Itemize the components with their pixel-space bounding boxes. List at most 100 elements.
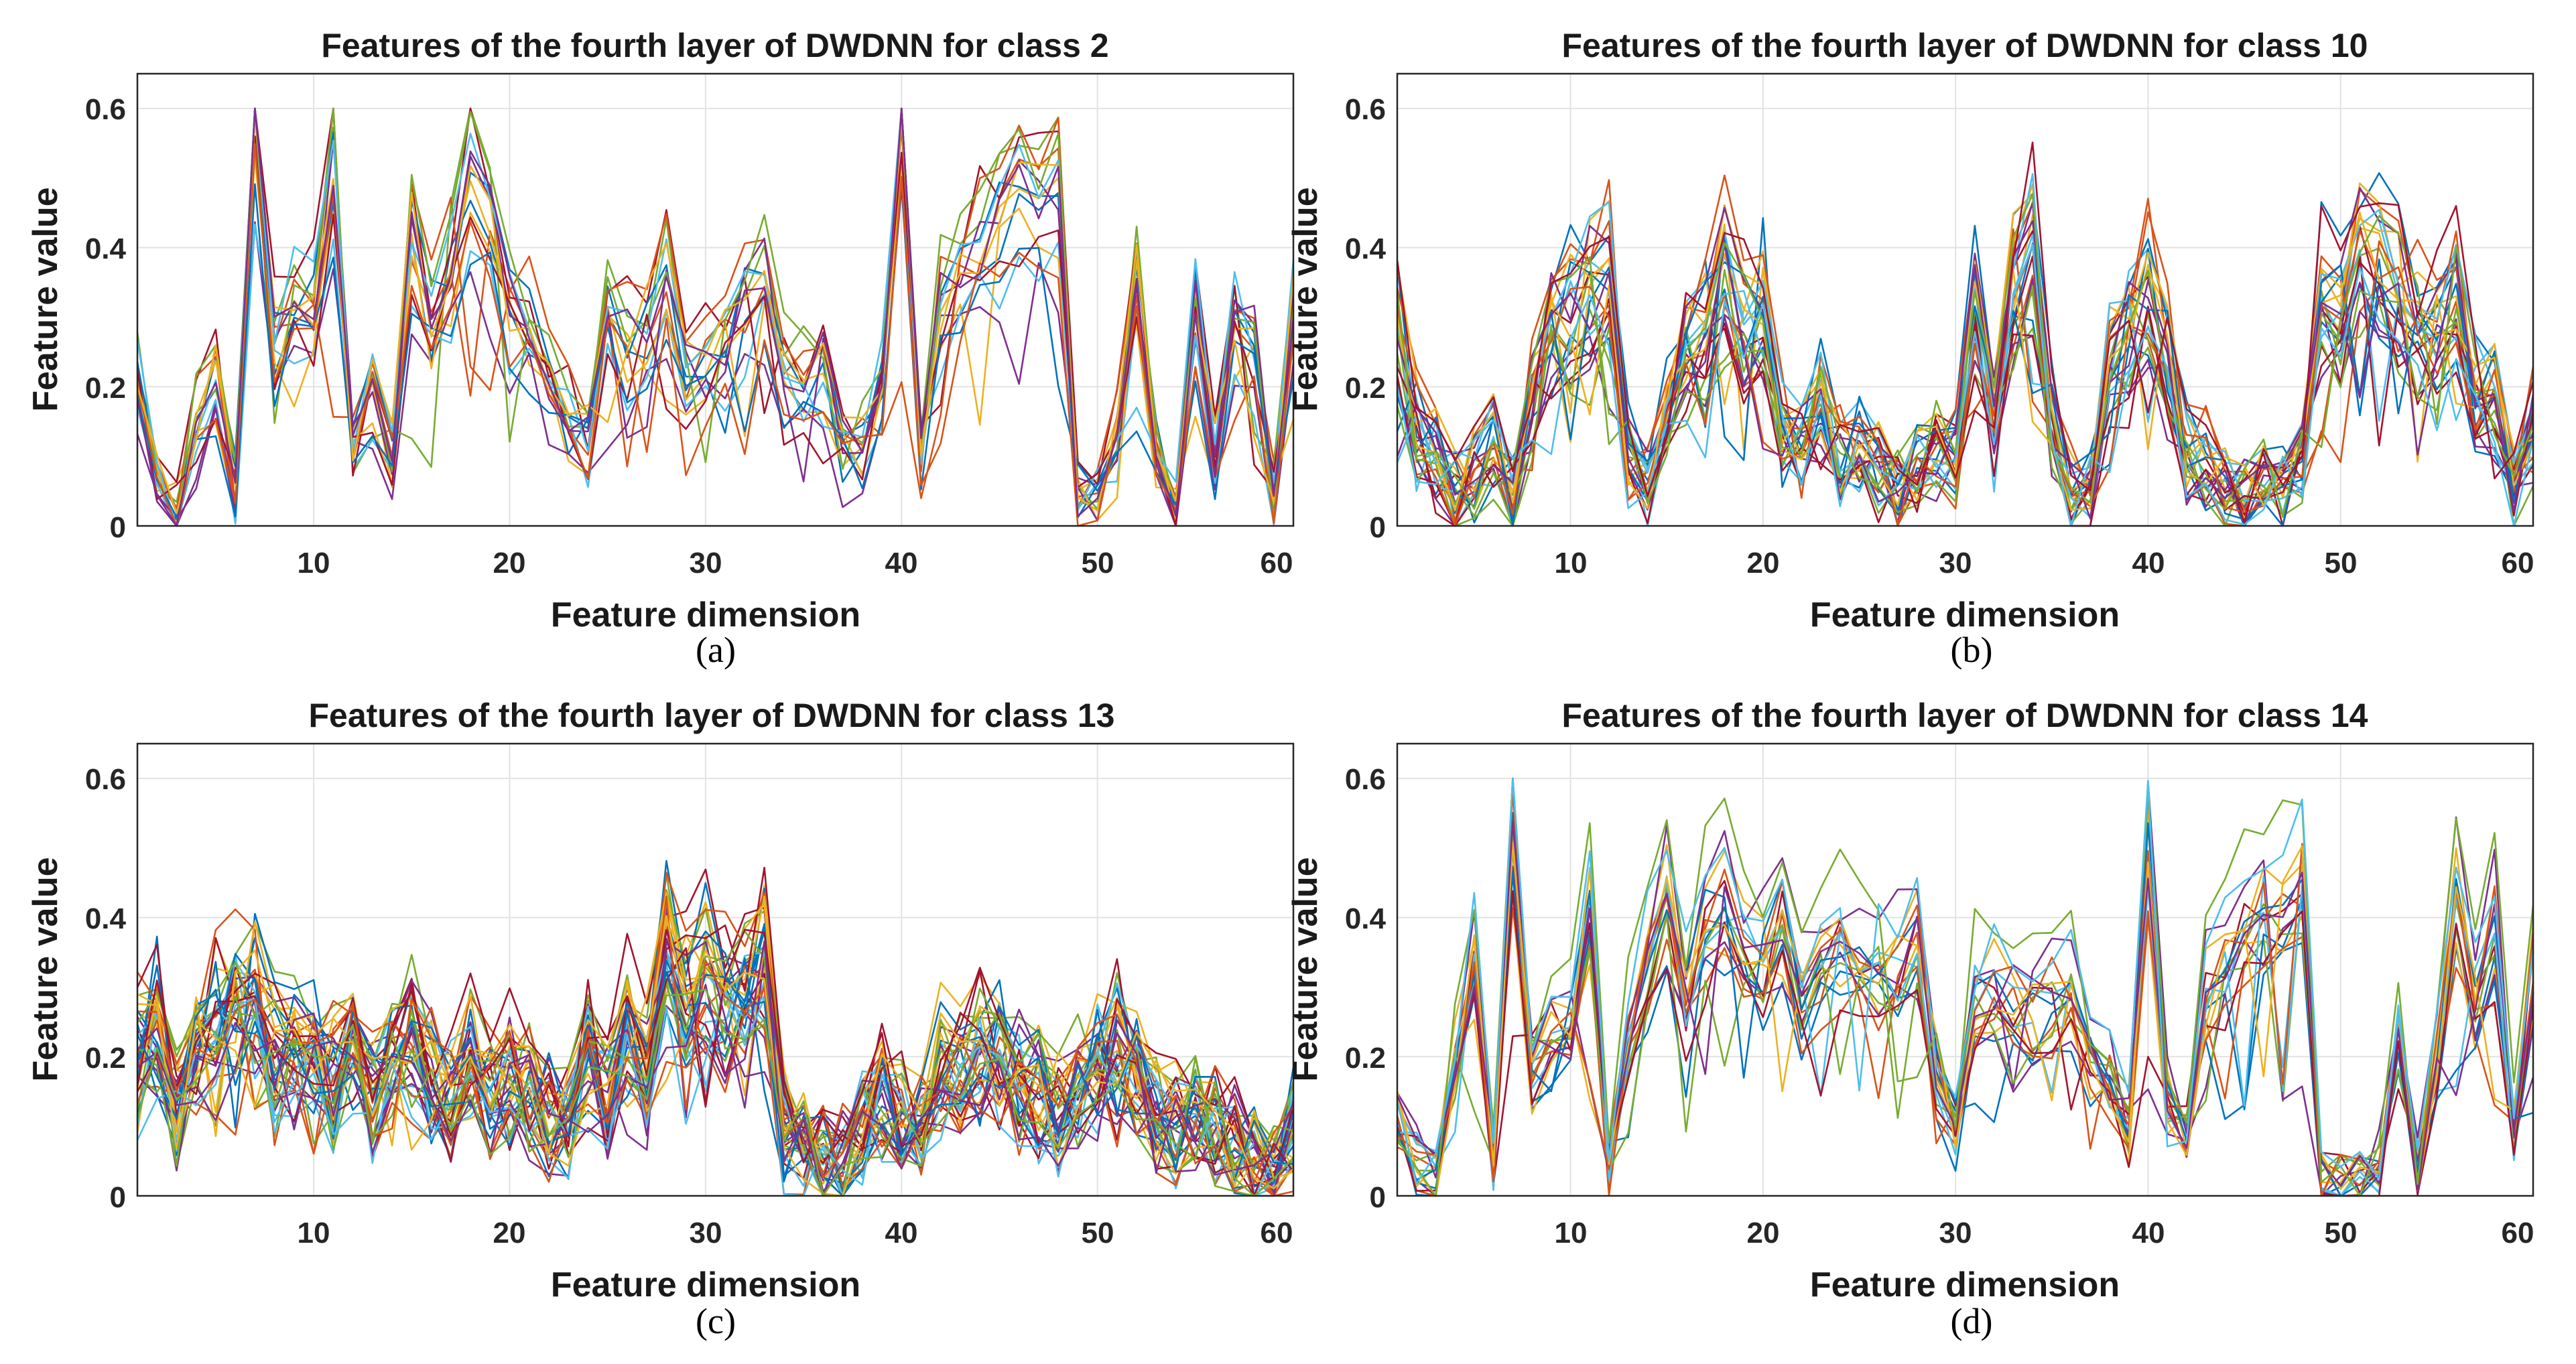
panel-d-xtick-10: 10 <box>1555 1217 1588 1249</box>
panel-a-xtick-60: 60 <box>1261 547 1293 579</box>
panel-a-xtick-40: 40 <box>885 547 918 579</box>
panel-b-xtick-40: 40 <box>2132 547 2165 579</box>
panel-a-ylabel: Feature value <box>26 187 65 411</box>
panel-d-series-line <box>1396 832 2534 1176</box>
panel-d-xtick-60: 60 <box>2502 1217 2534 1249</box>
panel-b: Features of the fourth layer of DWDNN fo… <box>1286 27 2534 670</box>
panel-a-series-line <box>136 182 1295 519</box>
panel-c-ytick-3: 0.6 <box>85 763 126 796</box>
panel-c-ytick-1: 0.2 <box>85 1042 126 1075</box>
panel-d-xtick-20: 20 <box>1747 1217 1780 1249</box>
panel-b-series-line <box>1396 174 2534 511</box>
panel-b-series-line <box>1396 243 2534 527</box>
panel-a-ytick-3: 0.6 <box>85 93 126 126</box>
panel-d-gridlines <box>1397 744 2534 1197</box>
panel-a-series-group <box>136 107 1295 527</box>
panel-b-xtick-30: 30 <box>1939 547 1972 579</box>
panel-d-series-line <box>1396 872 2534 1197</box>
panel-d-series-line <box>1396 777 2534 1197</box>
panel-d-series-line <box>1396 777 2534 1190</box>
panel-d-plot-frame <box>1396 742 2534 1197</box>
panel-a-plot-frame <box>136 72 1295 527</box>
panel-b-xtick-50: 50 <box>2325 547 2358 579</box>
panel-d-series-line <box>1396 812 2534 1197</box>
panel-b-plot-frame <box>1396 72 2534 527</box>
panel-c-series-line <box>136 929 1295 1197</box>
panel-c-series-line <box>136 988 1294 1197</box>
panel-b-xtick-20: 20 <box>1747 547 1780 579</box>
panel-c-xtick-30: 30 <box>690 1217 722 1249</box>
panel-a-series-line <box>136 107 1295 527</box>
panel-c-series-group <box>136 860 1295 1197</box>
panel-b-ylabel: Feature value <box>1286 187 1325 411</box>
panel-b-series-line <box>1396 173 2534 506</box>
panel-c-ytick-0: 0 <box>110 1181 126 1214</box>
panel-a-xlabel: Feature dimension <box>551 596 860 634</box>
panel-c-series-line <box>136 1010 1294 1197</box>
panel-d-series-group <box>1396 777 2534 1197</box>
panel-c-ytick-2: 0.4 <box>85 902 127 935</box>
panel-a-ytick-1: 0.2 <box>85 372 126 405</box>
panel-b-xtick-60: 60 <box>2502 547 2534 579</box>
panel-c-series-line <box>137 934 1295 1197</box>
panel-d-series-line <box>1396 777 2534 1197</box>
panel-c-xtick-60: 60 <box>1261 1217 1293 1249</box>
panel-d-xtick-30: 30 <box>1939 1217 1972 1249</box>
panel-a-title: Features of the fourth layer of DWDNN fo… <box>321 27 1108 64</box>
panel-a-xtick-10: 10 <box>298 547 330 579</box>
panel-d: Features of the fourth layer of DWDNN fo… <box>1286 697 2534 1341</box>
panel-b-ytick-2: 0.4 <box>1345 232 1387 265</box>
panel-d-xtick-50: 50 <box>2325 1217 2358 1249</box>
panel-c-xlabel: Feature dimension <box>551 1266 860 1304</box>
panel-c-xtick-50: 50 <box>1082 1217 1114 1249</box>
panel-b-series-line <box>1396 230 2534 527</box>
panel-c-ylabel: Feature value <box>26 857 65 1081</box>
panel-a-ytick-2: 0.4 <box>85 232 127 265</box>
panel-a-series-line <box>136 107 1295 515</box>
panel-d-ytick-0: 0 <box>1370 1181 1386 1214</box>
panel-d-series-line <box>1396 841 2534 1197</box>
panel-c-series-line <box>137 914 1294 1197</box>
panel-c-xtick-40: 40 <box>885 1217 918 1249</box>
panel-a-xtick-20: 20 <box>493 547 526 579</box>
panel-b-xtick-10: 10 <box>1555 547 1588 579</box>
panel-b-series-line <box>1396 193 2534 519</box>
panel-b-caption: (b) <box>1951 630 1993 670</box>
panel-d-series-line <box>1396 777 2534 1185</box>
panel-c-series-line <box>137 896 1295 1192</box>
panel-d-ytick-1: 0.2 <box>1345 1042 1386 1075</box>
panel-a-series-line <box>136 143 1295 527</box>
panel-b-ytick-3: 0.6 <box>1345 93 1386 126</box>
panel-a-xtick-50: 50 <box>1082 547 1114 579</box>
panel-d-xtick-40: 40 <box>2132 1217 2165 1249</box>
panel-a-ytick-0: 0 <box>110 511 126 544</box>
panel-d-ytick-2: 0.4 <box>1345 902 1387 935</box>
panel-c-series-line <box>137 940 1295 1197</box>
panel-a: Features of the fourth layer of DWDNN fo… <box>26 27 1295 670</box>
panel-c-series-line <box>136 989 1294 1197</box>
panel-b-series-line <box>1396 255 2534 527</box>
panel-b-series-line <box>1396 141 2534 524</box>
panel-c-xtick-20: 20 <box>493 1217 526 1249</box>
panel-b-series-line <box>1396 220 2534 520</box>
panel-b-xlabel: Feature dimension <box>1810 596 2120 634</box>
panel-d-xlabel: Feature dimension <box>1810 1266 2120 1304</box>
panel-b-gridlines <box>1397 74 2534 527</box>
panel-d-caption: (d) <box>1951 1301 1993 1341</box>
panel-b-series-group <box>1396 141 2534 527</box>
panel-a-series-line <box>136 135 1295 527</box>
panel-c-caption: (c) <box>696 1301 736 1341</box>
panel-c-plot-frame <box>136 742 1295 1197</box>
panel-d-title: Features of the fourth layer of DWDNN fo… <box>1561 697 2368 734</box>
panel-b-ytick-1: 0.2 <box>1345 372 1386 405</box>
panel-b-ytick-0: 0 <box>1370 511 1386 544</box>
panel-c-title: Features of the fourth layer of DWDNN fo… <box>308 697 1114 734</box>
panel-c-series-line <box>136 930 1294 1197</box>
panel-d-ylabel: Feature value <box>1286 857 1325 1081</box>
panel-b-title: Features of the fourth layer of DWDNN fo… <box>1561 27 2368 64</box>
panel-d-ytick-3: 0.6 <box>1345 763 1386 796</box>
panel-c-xtick-10: 10 <box>298 1217 330 1249</box>
panel-d-series-line <box>1396 821 2534 1192</box>
panel-c-series-line <box>136 971 1294 1197</box>
